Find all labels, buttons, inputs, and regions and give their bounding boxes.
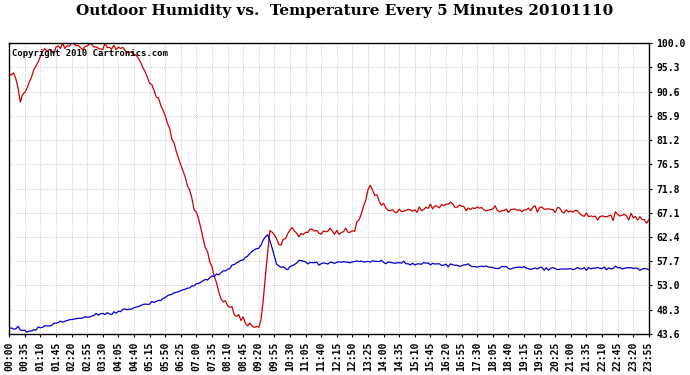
- Text: Copyright 2010 Cartronics.com: Copyright 2010 Cartronics.com: [12, 49, 168, 58]
- Text: Outdoor Humidity vs.  Temperature Every 5 Minutes 20101110: Outdoor Humidity vs. Temperature Every 5…: [77, 4, 613, 18]
